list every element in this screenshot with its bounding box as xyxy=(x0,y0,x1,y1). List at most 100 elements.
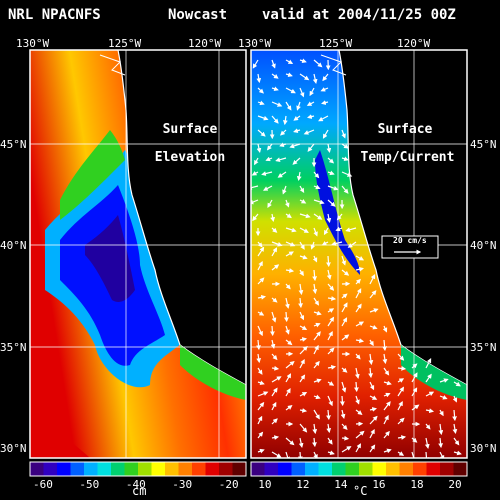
sst-title-line2: Temp/Current xyxy=(360,150,455,165)
current-arrow xyxy=(312,255,318,263)
current-arrow xyxy=(313,409,320,420)
current-arrow xyxy=(271,59,276,69)
colorbar-swatch xyxy=(178,462,193,476)
elevation-north-green xyxy=(60,130,125,220)
current-arrow xyxy=(257,129,266,137)
colorbar-swatch xyxy=(345,462,360,476)
colorbar-swatch xyxy=(251,462,265,476)
colorbar-tick-label: 18 xyxy=(410,478,424,491)
current-arrow xyxy=(341,423,348,430)
current-arrow xyxy=(257,325,263,337)
current-arrow xyxy=(397,400,403,411)
current-arrow xyxy=(355,303,362,313)
lat-tick-45-right: 45°N xyxy=(470,138,497,151)
current-arrow xyxy=(257,260,263,271)
colorbar-tick-label: 10 xyxy=(258,478,272,491)
current-arrow xyxy=(320,87,329,92)
current-arrow xyxy=(257,391,269,397)
current-arrow xyxy=(299,73,310,81)
current-arrow xyxy=(285,360,295,369)
current-arrow xyxy=(271,311,277,323)
colorbar-swatch xyxy=(151,462,166,476)
current-arrow xyxy=(369,308,379,313)
current-arrow xyxy=(326,255,331,268)
current-arrow xyxy=(438,437,443,449)
current-arrow xyxy=(326,269,332,280)
current-arrow xyxy=(341,185,349,194)
current-arrow xyxy=(285,388,291,397)
current-arrow xyxy=(383,414,389,425)
lat-tick-35-left: 35°N xyxy=(0,341,27,354)
current-arrow xyxy=(383,392,391,398)
current-arrow xyxy=(368,353,374,366)
colorbar-swatch xyxy=(399,462,414,476)
current-arrow xyxy=(284,199,290,208)
lat-tick-40-left: 40°N xyxy=(0,239,27,252)
colorbar-tick-label: 12 xyxy=(296,478,310,491)
current-arrow xyxy=(341,143,349,149)
colorbar-swatch xyxy=(57,462,71,476)
current-arrow xyxy=(313,451,318,458)
current-arrow xyxy=(327,283,335,291)
current-arrow xyxy=(397,366,407,371)
lon-tick-125-left: 125°W xyxy=(108,37,142,50)
current-arrow xyxy=(321,240,329,246)
elevation-colorbar xyxy=(29,461,247,477)
current-arrow xyxy=(306,101,315,106)
current-arrow xyxy=(299,185,305,194)
current-arrow xyxy=(313,199,325,205)
current-arrow xyxy=(296,171,302,182)
current-arrow xyxy=(322,73,329,82)
colorbar-tick-label: -50 xyxy=(79,478,100,491)
current-arrow xyxy=(369,274,376,285)
current-arrow xyxy=(256,353,262,364)
lon-tick-130-right: 130°W xyxy=(238,37,272,50)
current-arrow xyxy=(285,451,290,458)
current-arrow xyxy=(369,324,378,330)
current-arrow xyxy=(313,394,321,400)
current-arrow xyxy=(411,451,417,458)
lon-tick-120-left: 120°W xyxy=(188,37,222,50)
current-arrow xyxy=(285,339,293,346)
current-arrow xyxy=(355,353,361,360)
current-arrow xyxy=(341,446,352,453)
current-arrow xyxy=(326,143,332,154)
colorbar-tick-label: -20 xyxy=(218,478,239,491)
current-arrow xyxy=(303,129,315,135)
current-arrow xyxy=(277,171,287,178)
current-arrow xyxy=(285,59,294,65)
current-arrow xyxy=(382,339,387,352)
current-arrow xyxy=(313,378,322,384)
current-arrow xyxy=(453,381,461,387)
current-arrow xyxy=(293,115,301,121)
current-arrow xyxy=(312,423,318,435)
current-arrow xyxy=(313,360,320,369)
colorbar-swatch xyxy=(332,462,346,476)
current-arrow xyxy=(355,321,365,327)
current-arrow xyxy=(257,448,265,454)
current-arrow xyxy=(439,395,448,400)
lon-tick-120-right: 120°W xyxy=(397,37,431,50)
colorbar-swatch xyxy=(138,462,152,476)
colorbar-tick-label: 20 xyxy=(448,478,462,491)
current-arrow xyxy=(252,213,259,222)
current-arrow xyxy=(298,437,304,448)
sst-land xyxy=(339,50,467,385)
current-arrow xyxy=(285,213,292,219)
current-arrow xyxy=(424,437,430,449)
current-arrow xyxy=(292,157,301,165)
current-arrow xyxy=(397,378,405,383)
colorbar-swatch xyxy=(97,462,112,476)
sst-frame xyxy=(250,49,468,459)
lat-tick-45-left: 45°N xyxy=(0,138,27,151)
current-arrow xyxy=(289,143,301,149)
colorbar-tick-label: -30 xyxy=(172,478,193,491)
current-arrow xyxy=(267,199,273,208)
current-arrow xyxy=(307,114,315,119)
current-arrow xyxy=(327,308,335,313)
colorbar-swatch xyxy=(192,462,206,476)
current-arrow xyxy=(341,129,346,139)
current-arrow xyxy=(298,297,303,309)
current-arrow xyxy=(318,115,329,122)
colorbar-tick-label: 14 xyxy=(334,478,348,491)
